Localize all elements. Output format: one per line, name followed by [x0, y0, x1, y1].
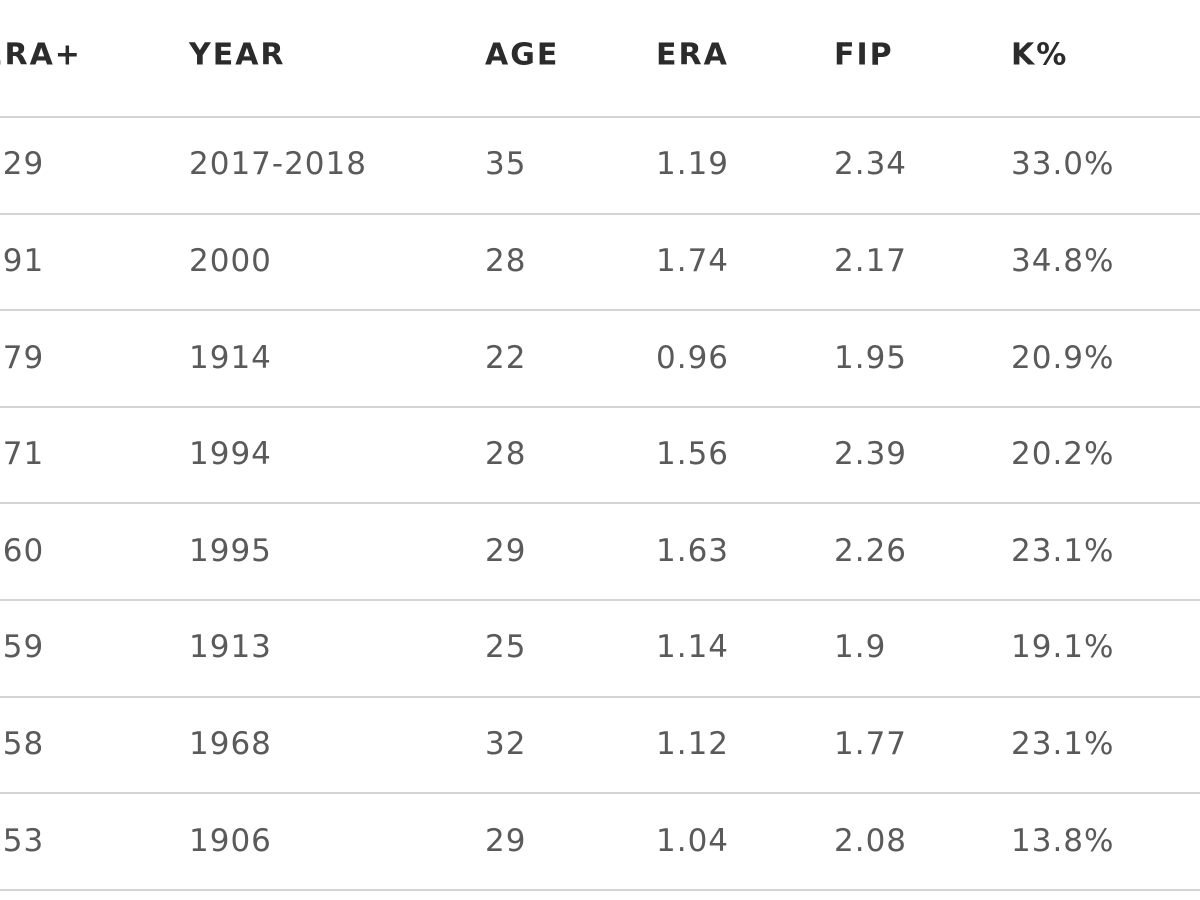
table-cell: 2017-2018: [189, 146, 367, 183]
table-cell: 253: [0, 822, 45, 859]
table-cell: 29: [485, 822, 527, 859]
table-cell: 28: [485, 242, 527, 279]
table-cell: 1906: [189, 822, 272, 859]
column-header: ERA: [656, 37, 729, 73]
table-cell: 29: [485, 532, 527, 569]
column-header: FIP: [834, 37, 894, 73]
table-cell: 35: [485, 146, 527, 183]
table-cell: 2.08: [834, 822, 908, 859]
table-cell: 329: [0, 146, 45, 183]
table-cell: 20.9%: [1011, 339, 1115, 376]
table-cell: 1968: [189, 725, 272, 762]
row-divider: [0, 502, 1200, 505]
row-divider: [0, 599, 1200, 601]
table-cell: 34.8%: [1011, 242, 1115, 279]
table-cell: 1.74: [656, 242, 730, 279]
table-cell: 279: [0, 339, 45, 376]
table-cell: 1.95: [834, 339, 908, 376]
table-cell: 1.9: [834, 629, 887, 666]
table-cell: 1.04: [656, 822, 730, 859]
table-cell: 258: [0, 725, 45, 762]
column-header: ERA+: [0, 37, 82, 73]
table-cell: 1.56: [656, 436, 730, 473]
row-divider: [0, 212, 1200, 215]
row-divider: [0, 309, 1200, 312]
row-divider: [0, 405, 1200, 408]
table-cell: 23.1%: [1011, 532, 1115, 569]
table-cell: 25: [485, 629, 527, 666]
table-cell: 1.77: [834, 725, 908, 762]
table-cell: 260: [0, 532, 45, 569]
row-divider: [0, 695, 1200, 698]
table-cell: 19.1%: [1011, 629, 1115, 666]
table-cell: 1913: [189, 629, 272, 666]
table-cell: 2.39: [834, 436, 908, 473]
column-header: YEAR: [189, 37, 286, 73]
table-cell: 1.12: [656, 725, 730, 762]
table-cell: 259: [0, 629, 45, 666]
table-cell: 1994: [189, 436, 272, 473]
table-cell: 22: [485, 339, 527, 376]
row-divider: [0, 116, 1200, 118]
table-cell: 2.17: [834, 242, 908, 279]
table-cell: 1914: [189, 339, 272, 376]
column-header: K%: [1011, 37, 1069, 73]
table-cell: 2.26: [834, 532, 908, 569]
table-cell: 1.19: [656, 146, 730, 183]
row-divider: [0, 792, 1200, 795]
table-cell: 1.14: [656, 629, 730, 666]
table-cell: 28: [485, 436, 527, 473]
table-cell: 20.2%: [1011, 436, 1115, 473]
table-cell: 23.1%: [1011, 725, 1115, 762]
table-cell: 33.0%: [1011, 146, 1115, 183]
row-divider: [0, 888, 1200, 891]
table-cell: 2000: [189, 242, 272, 279]
table-cell: 32: [485, 725, 527, 762]
column-header: AGE: [485, 37, 560, 73]
table-cell: 0.96: [656, 339, 730, 376]
table-cell: 1995: [189, 532, 272, 569]
table-cell: 13.8%: [1011, 822, 1115, 859]
table-cell: 2.34: [834, 146, 908, 183]
table-cell: 271: [0, 436, 45, 473]
table-cell: 1.63: [656, 532, 730, 569]
table-cell: 291: [0, 242, 45, 279]
